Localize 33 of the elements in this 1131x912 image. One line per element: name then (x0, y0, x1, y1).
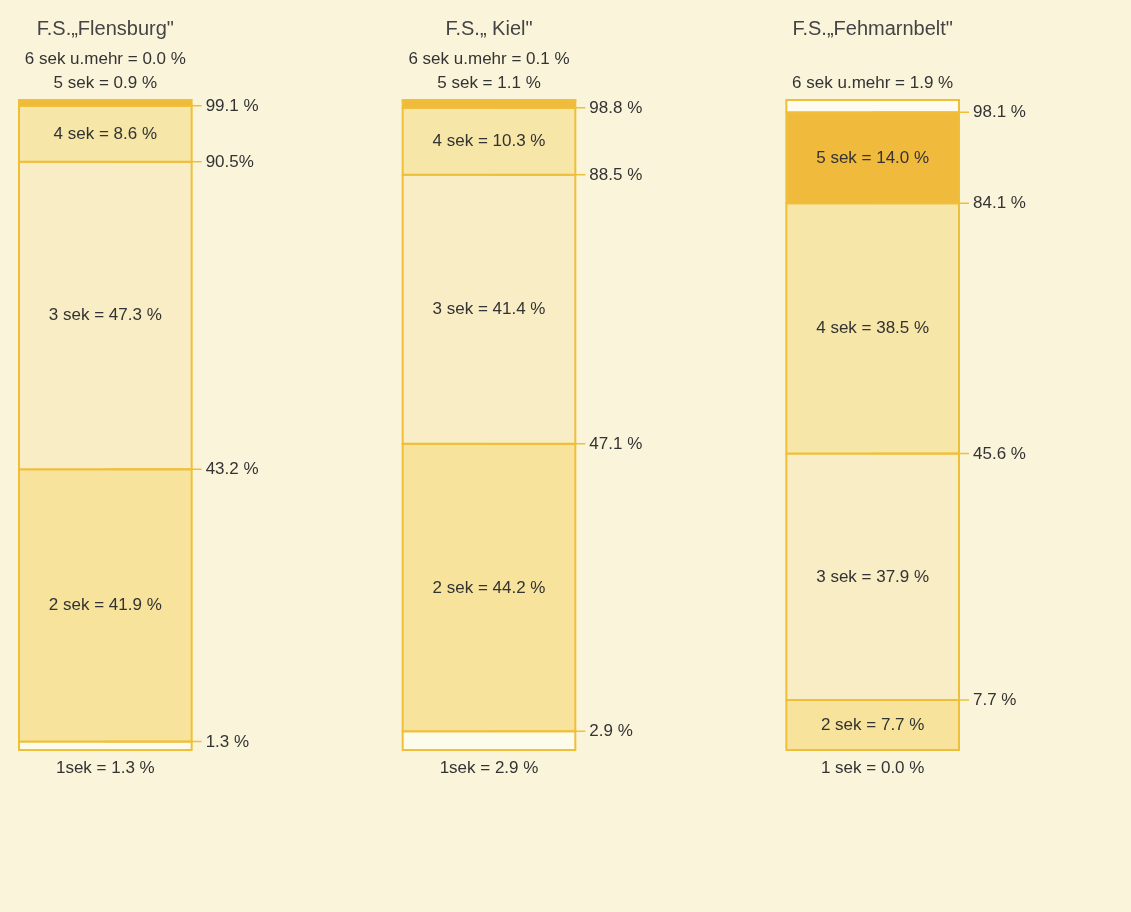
annotation: 47.1 % (589, 433, 643, 453)
data-label: 3 sek = 37.9 % (816, 566, 930, 586)
data-label: 2 sek = 44.2 % (432, 577, 546, 597)
data-label: 1sek = 1.3 % (55, 758, 155, 777)
x-tick-label: F.S.„Flensburg" (36, 16, 174, 39)
data-label: 5 sek = 0.9 % (53, 73, 158, 92)
annotation: 7.7 % (973, 689, 1017, 709)
data-label: 2 sek = 41.9 % (48, 595, 162, 615)
data-label: 3 sek = 47.3 % (48, 305, 162, 325)
annotation: 84.1 % (973, 193, 1026, 213)
data-label: 4 sek = 10.3 % (432, 131, 546, 151)
annotation: 2.9 % (589, 721, 633, 741)
data-label: 6 sek u.mehr = 1.9 % (792, 73, 954, 92)
data-label: 2 sek = 7.7 % (820, 714, 925, 734)
data-label: 1 sek = 0.0 % (820, 758, 925, 777)
annotation: 88.5 % (589, 164, 643, 184)
data-label: 4 sek = 8.6 % (53, 123, 158, 143)
data-label: 6 sek u.mehr = 0.1 % (408, 49, 570, 68)
data-label: 5 sek = 14.0 % (816, 147, 930, 167)
data-label: 6 sek u.mehr = 0.0 % (24, 49, 186, 68)
annotation: 99.1 % (205, 95, 259, 115)
data-label: 4 sek = 38.5 % (816, 318, 930, 338)
data-label: 3 sek = 41.4 % (432, 299, 546, 319)
annotation: 98.1 % (973, 102, 1026, 122)
annotation: 98.8 % (589, 97, 643, 117)
x-tick-label: F.S.„Fehmarnbelt" (792, 16, 953, 39)
x-tick-label: F.S.„ Kiel" (445, 16, 533, 39)
annotation: 45.6 % (973, 443, 1026, 463)
data-label: 1sek = 2.9 % (439, 758, 539, 777)
annotation: 90.5% (205, 151, 254, 171)
annotation: 43.2 % (205, 459, 259, 479)
annotation: 1.3 % (205, 731, 250, 751)
data-label: 5 sek = 1.1 % (437, 73, 541, 92)
